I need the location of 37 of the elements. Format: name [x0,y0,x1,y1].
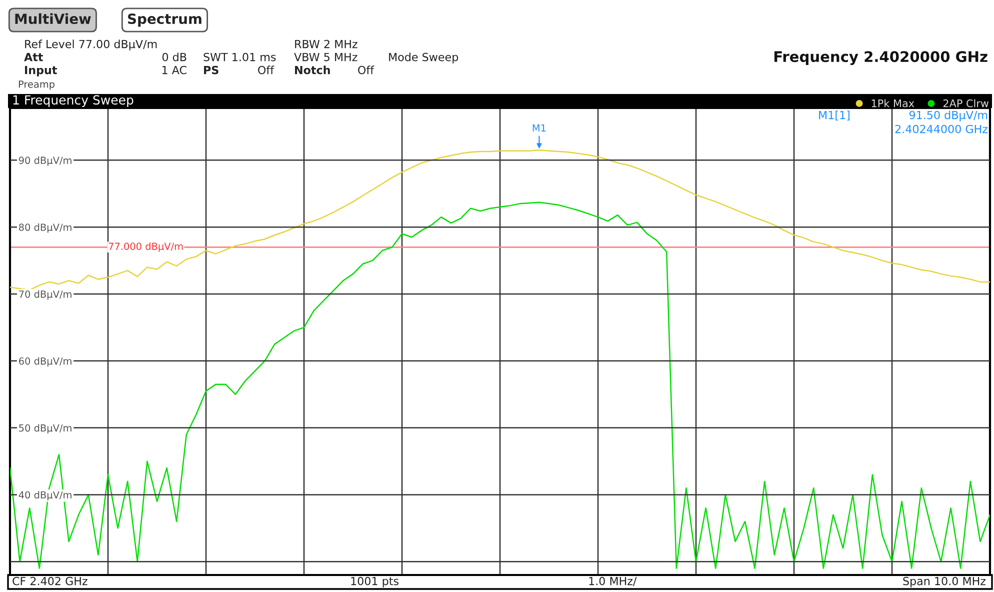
text: 1 AC [162,66,186,74]
y-tick-label: 70 dBµV/m [19,290,72,300]
y-tick-label: 60 dBµV/m [19,357,72,367]
text: Mode Sweep [389,52,458,64]
legend-label: 1Pk Max [872,99,914,108]
text: Notch [295,66,330,74]
text: SWT 1.01 ms [204,52,276,62]
text: VBW 5 MHz [294,52,358,62]
text: RBW 2 MHz [295,40,358,48]
text: Span 10.0 MHz [903,576,986,588]
y-tick-label: 80 dBµV/m [18,223,72,233]
text: MultiView [15,13,91,24]
text: PS [204,66,218,74]
ref-line-label: 77.000 dBµV/m [108,242,183,252]
text: 1001 pts [351,576,398,588]
text: Input [25,66,57,76]
text: 0 dB [162,52,186,62]
text: Off [258,66,274,74]
annotation: 2.40244000 GHz [895,124,988,134]
y-tick-label: 50 dBµV/m [19,424,72,434]
legend-label: 2AP Clrw [943,99,989,108]
text: CF 2.402 GHz [12,576,88,586]
text: Frequency 2.4020000 GHz [774,51,988,66]
line-series [10,202,990,569]
annotation: M1 [532,124,546,132]
chart-title: 1 Frequency Sweep [13,95,134,108]
annotation: M1[1] [819,110,850,121]
y-tick-label: 90 dBµV/m [18,156,72,166]
text: Att [24,52,43,62]
annotation: 91.50 dBµV/m [909,110,988,122]
text: Preamp [18,80,55,90]
y-tick-label: 40 dBµV/m [18,491,72,500]
line-series [10,150,990,291]
text: Ref Level 77.00 dBµV/m [25,40,157,50]
text: Off [358,66,374,74]
text: 1.0 MHz/ [589,576,637,586]
text: Spectrum [128,14,202,27]
